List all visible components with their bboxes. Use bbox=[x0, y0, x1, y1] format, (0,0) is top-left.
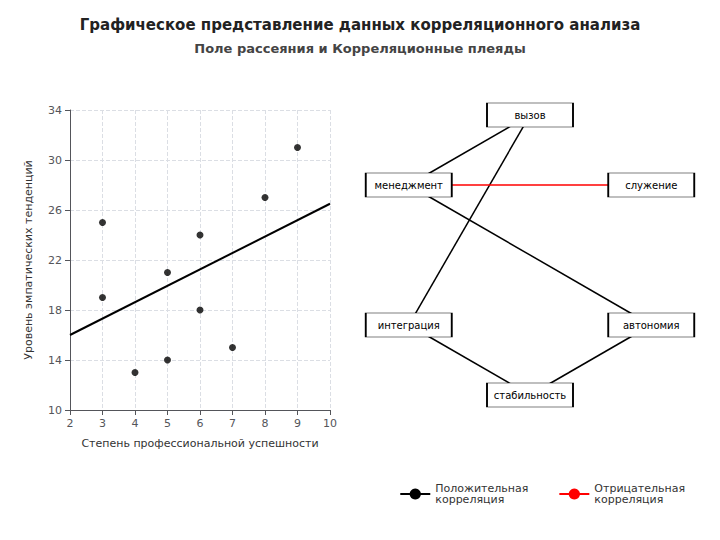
svg-text:корреляция: корреляция bbox=[594, 493, 663, 506]
svg-text:5: 5 bbox=[164, 417, 171, 430]
svg-text:22: 22 bbox=[48, 254, 62, 267]
svg-text:корреляция: корреляция bbox=[435, 493, 504, 506]
svg-text:14: 14 bbox=[48, 354, 62, 367]
svg-text:Графическое представление данн: Графическое представление данных корреля… bbox=[80, 16, 641, 34]
svg-text:автономия: автономия bbox=[623, 320, 680, 331]
svg-text:Положительная: Положительная bbox=[435, 482, 529, 495]
svg-text:2: 2 bbox=[67, 417, 74, 430]
svg-text:Отрицательная: Отрицательная bbox=[594, 482, 685, 495]
svg-text:стабильность: стабильность bbox=[494, 390, 566, 401]
svg-text:7: 7 bbox=[229, 417, 236, 430]
svg-text:10: 10 bbox=[323, 417, 337, 430]
svg-text:3: 3 bbox=[99, 417, 106, 430]
svg-text:Поле рассеяния и Корреляционны: Поле рассеяния и Корреляционные плеяды bbox=[194, 41, 525, 56]
svg-text:менеджмент: менеджмент bbox=[375, 180, 444, 191]
svg-text:4: 4 bbox=[132, 417, 139, 430]
svg-text:Уровень эмпатических тенденций: Уровень эмпатических тенденций bbox=[22, 160, 35, 360]
svg-text:интеграция: интеграция bbox=[378, 320, 440, 331]
svg-text:26: 26 bbox=[48, 204, 62, 217]
svg-text:9: 9 bbox=[294, 417, 301, 430]
svg-text:18: 18 bbox=[48, 304, 62, 317]
svg-text:служение: служение bbox=[625, 180, 677, 191]
svg-text:Степень профессиональной успеш: Степень профессиональной успешности bbox=[81, 437, 318, 450]
svg-text:6: 6 bbox=[197, 417, 204, 430]
svg-text:8: 8 bbox=[262, 417, 269, 430]
svg-text:вызов: вызов bbox=[514, 110, 545, 121]
svg-text:10: 10 bbox=[48, 404, 62, 417]
svg-text:30: 30 bbox=[48, 154, 62, 167]
svg-text:34: 34 bbox=[48, 104, 62, 117]
